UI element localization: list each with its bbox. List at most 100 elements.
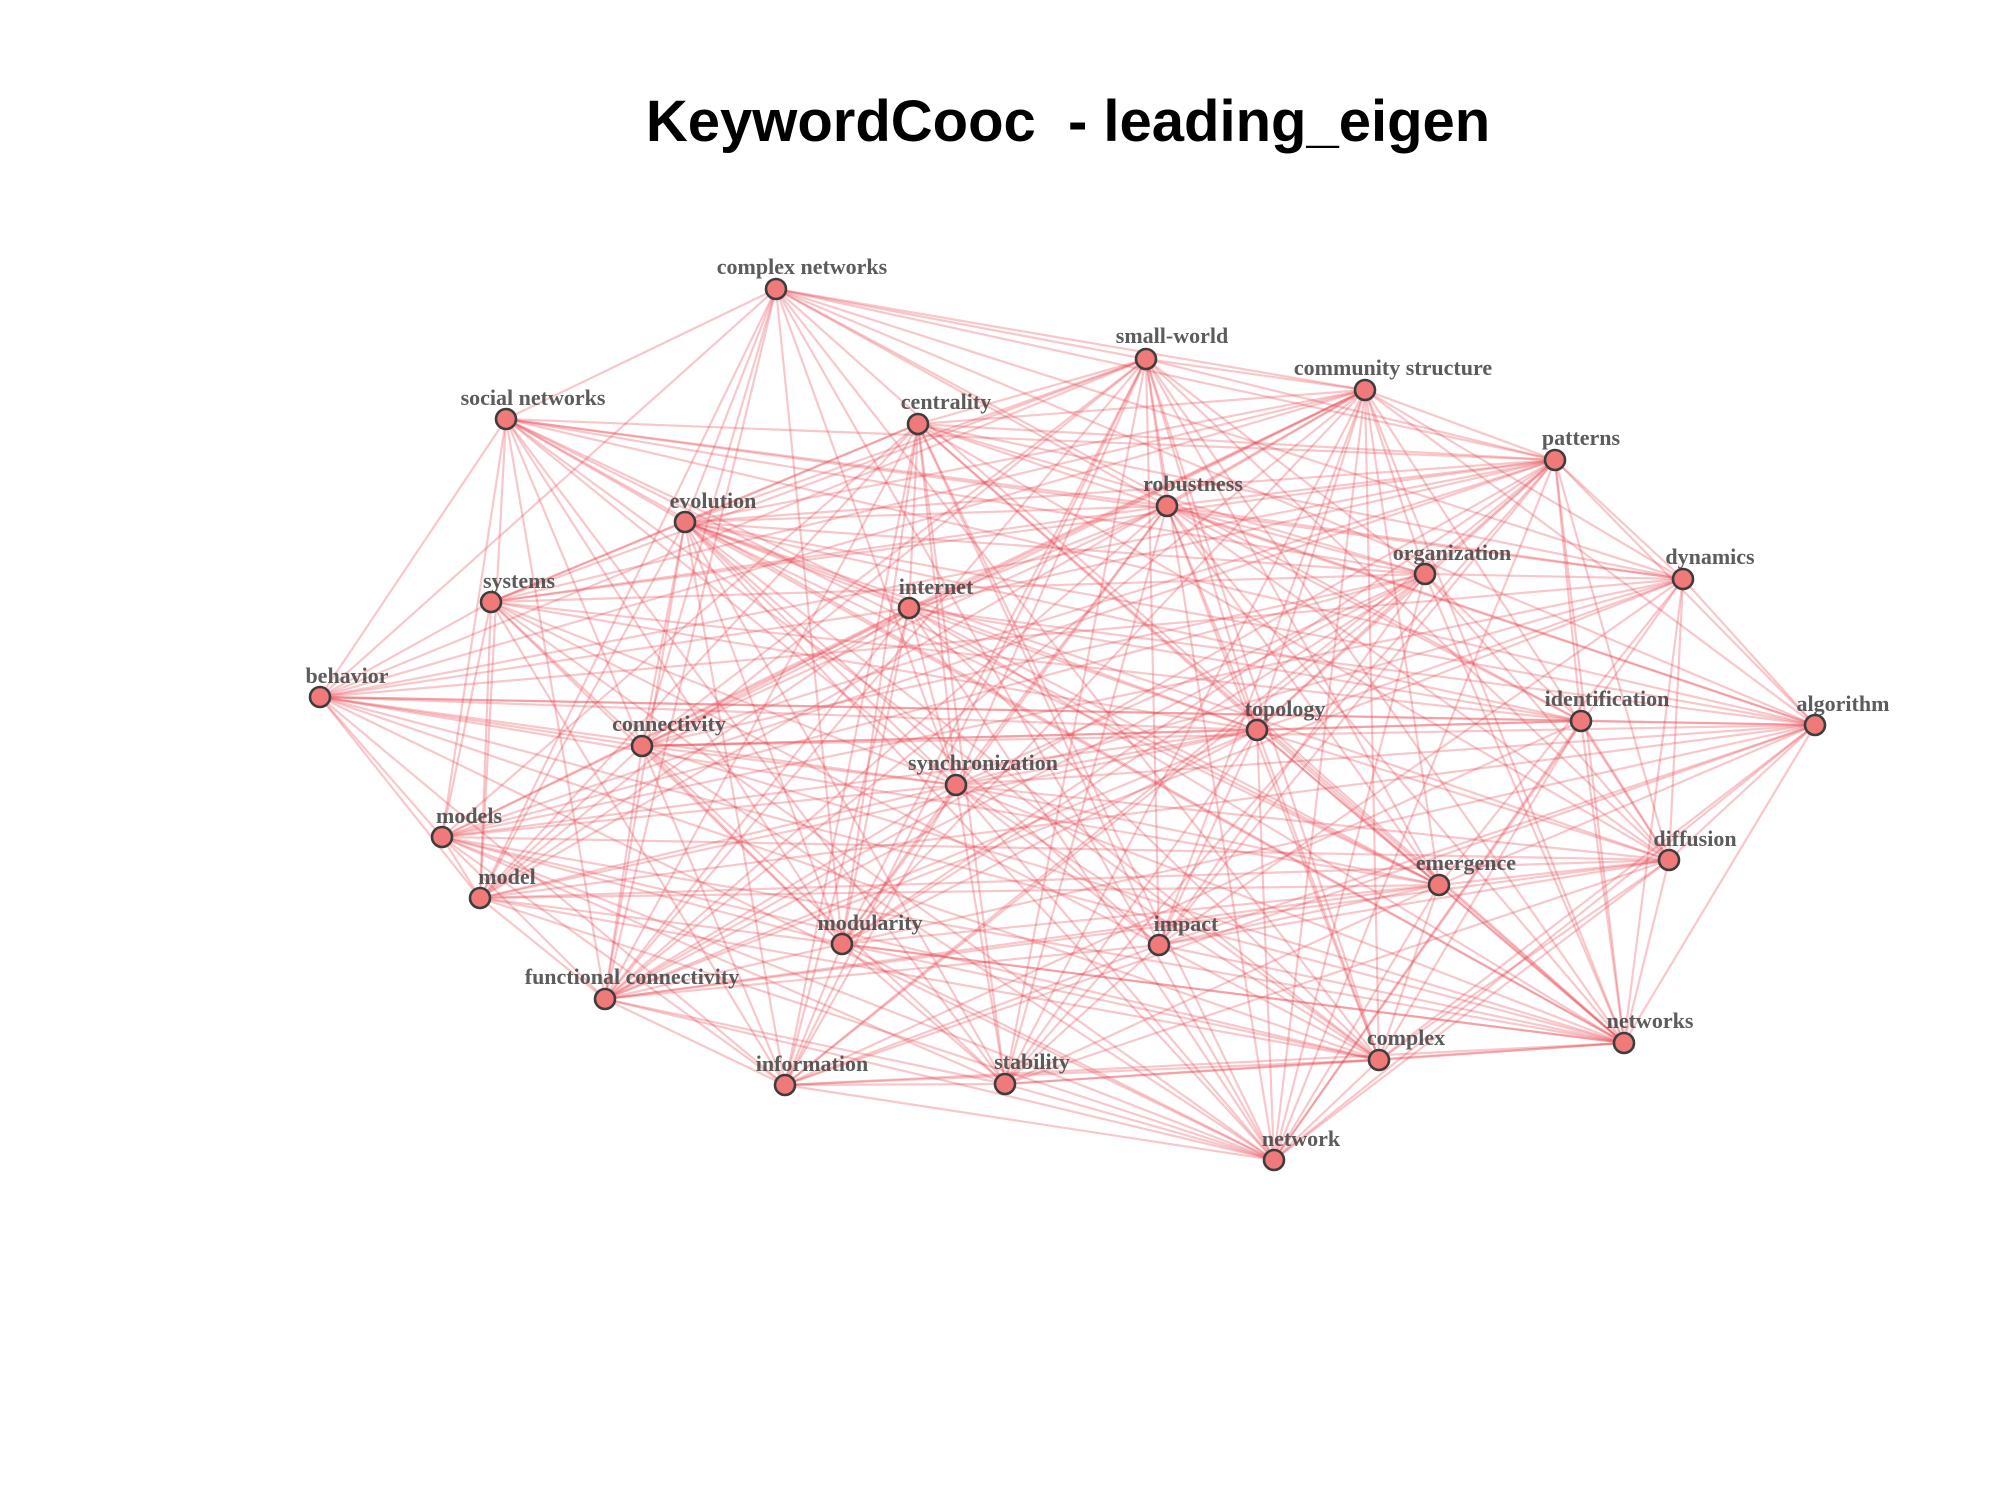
edge-algorithm-emergence: [1438, 723, 1816, 887]
node-centrality[interactable]: [906, 412, 930, 436]
edge-functional-connectivity-internet: [604, 607, 910, 1000]
edge-impact-systems: [490, 601, 1160, 946]
node-small-world[interactable]: [1134, 347, 1158, 371]
edge-functional-connectivity-topology: [604, 728, 1258, 1001]
edge-community-structure-diffusion: [1364, 389, 1670, 861]
node-social-networks[interactable]: [494, 407, 518, 431]
edge-diffusion-topology: [1256, 728, 1670, 862]
edge-networks-robustness: [1166, 505, 1625, 1044]
edge-identification-organization: [1424, 573, 1582, 722]
edge-complex-complex-networks: [775, 288, 1380, 1061]
edge-complex-networks: [1378, 1041, 1625, 1062]
node-networks[interactable]: [1612, 1031, 1636, 1055]
edge-information-systems: [490, 601, 786, 1086]
node-information[interactable]: [773, 1073, 797, 1097]
node-complex-networks[interactable]: [764, 277, 788, 301]
node-internet[interactable]: [897, 596, 921, 620]
label-network: network: [1262, 1126, 1341, 1151]
edge-complex-robustness: [1165, 505, 1381, 1061]
edge-behavior-community-structure: [319, 388, 1366, 699]
label-layer: complex networks small-world community str…: [305, 254, 1889, 1151]
edge-behavior-dynamics: [319, 577, 1684, 699]
edge-complex-networks-modularity: [774, 288, 844, 945]
edge-identification-topology: [1256, 719, 1582, 732]
edge-complex-stability: [1004, 1058, 1380, 1086]
node-connectivity[interactable]: [630, 734, 654, 758]
node-complex[interactable]: [1367, 1048, 1391, 1072]
edge-emergence-modularity: [841, 883, 1440, 946]
node-synchronization[interactable]: [944, 773, 968, 797]
node-organization[interactable]: [1413, 562, 1437, 586]
edge-information-internet: [783, 607, 911, 1086]
node-dynamics[interactable]: [1671, 567, 1695, 591]
edge-internet-synchronization: [907, 607, 958, 786]
node-robustness[interactable]: [1155, 494, 1179, 518]
edge-behavior-networks: [319, 695, 1625, 1045]
edge-organization-topology: [1256, 573, 1426, 731]
node-model[interactable]: [468, 886, 492, 910]
node-models[interactable]: [430, 825, 454, 849]
node-functional-connectivity[interactable]: [593, 987, 617, 1011]
node-behavior[interactable]: [308, 685, 332, 709]
node-emergence[interactable]: [1427, 873, 1451, 897]
edge-information-stability: [784, 1082, 1006, 1087]
edge-behavior-models: [319, 696, 443, 838]
edge-functional-connectivity-patterns: [604, 459, 1556, 1000]
edge-diffusion-synchronization: [955, 783, 1670, 862]
node-identification[interactable]: [1569, 709, 1593, 733]
edge-connectivity-modularity: [641, 745, 843, 945]
edge-centrality-dynamics: [917, 422, 1684, 581]
edge-synchronization-systems: [490, 600, 957, 787]
edge-emergence-networks: [1438, 884, 1625, 1044]
node-topology[interactable]: [1245, 718, 1269, 742]
edge-algorithm-network: [1273, 724, 1816, 1161]
edge-community-structure-emergence: [1363, 389, 1441, 886]
node-systems[interactable]: [479, 590, 503, 614]
edge-impact-small-world: [1144, 358, 1161, 946]
edge-models-modularity: [441, 835, 843, 946]
node-modularity[interactable]: [830, 932, 854, 956]
node-diffusion[interactable]: [1657, 848, 1681, 872]
edge-complex-impact: [1158, 944, 1380, 1061]
edge-connectivity-information: [640, 745, 787, 1086]
node-algorithm[interactable]: [1803, 713, 1827, 737]
edge-evolution-synchronization: [684, 521, 957, 786]
edge-algorithm-model: [479, 723, 1816, 900]
edge-complex-networks-network: [775, 288, 1275, 1161]
edge-evolution-modularity: [683, 521, 844, 945]
edge-complex-model: [479, 896, 1380, 1062]
label-model: model: [478, 864, 535, 889]
edge-algorithm-evolution: [684, 520, 1816, 727]
label-robustness: robustness: [1143, 471, 1243, 496]
edge-small-world-synchronization: [954, 358, 1148, 786]
edge-centrality-functional-connectivity: [604, 423, 919, 1000]
edge-algorithm-synchronization: [955, 723, 1816, 787]
edge-behavior-complex: [319, 695, 1380, 1062]
edge-community-structure-systems: [490, 388, 1366, 604]
edge-centrality-internet: [907, 423, 920, 609]
chart-title: KeywordCooc - leading_eigen: [645, 89, 1491, 154]
edge-model-synchronization: [479, 783, 957, 900]
edge-behavior-information: [319, 696, 786, 1086]
edge-evolution-organization: [684, 520, 1426, 576]
edge-functional-connectivity-social-networks: [504, 418, 607, 1000]
edge-algorithm-complex: [1378, 724, 1816, 1061]
node-stability[interactable]: [993, 1072, 1017, 1096]
edge-information-modularity: [783, 943, 844, 1086]
node-impact[interactable]: [1147, 933, 1171, 957]
edge-internet-model: [479, 607, 910, 899]
edge-diffusion-patterns: [1553, 459, 1671, 861]
edge-modularity-small-world: [841, 358, 1147, 945]
edge-centrality-model: [479, 423, 919, 899]
edge-community-structure-internet: [908, 389, 1366, 609]
node-network[interactable]: [1262, 1148, 1286, 1172]
edge-connectivity-synchronization: [641, 744, 957, 787]
edge-information-network: [784, 1083, 1275, 1162]
node-evolution[interactable]: [673, 510, 697, 534]
node-community-structure[interactable]: [1353, 378, 1377, 402]
edge-centrality-systems: [490, 422, 919, 604]
edge-modularity-organization: [841, 573, 1426, 945]
label-modularity: modularity: [817, 910, 922, 935]
node-patterns[interactable]: [1543, 448, 1567, 472]
edge-behavior-small-world: [319, 357, 1147, 699]
